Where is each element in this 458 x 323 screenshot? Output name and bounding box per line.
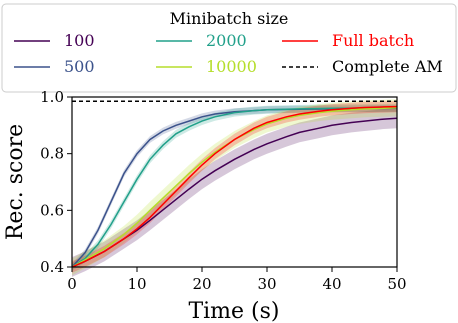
x-tick-label: 0 bbox=[67, 275, 77, 293]
legend-entry-4: Full batch bbox=[282, 31, 414, 50]
legend-title: Minibatch size bbox=[170, 9, 289, 28]
confidence-bands bbox=[72, 99, 397, 277]
legend-frame bbox=[1, 3, 457, 93]
legend-entry-1: 500 bbox=[14, 57, 95, 76]
plot-area: 0 10 20 30 40 50 0.4 0.6 0.8 1.0 bbox=[40, 88, 406, 293]
legend-label: 100 bbox=[64, 31, 95, 50]
series-4-line bbox=[71, 105, 398, 268]
legend-label: Full batch bbox=[332, 31, 414, 50]
legend-entry-2: 2000 bbox=[156, 31, 247, 50]
plot-frame bbox=[71, 96, 398, 268]
x-tick-label: 30 bbox=[257, 275, 276, 293]
y-tick-label: 0.6 bbox=[40, 201, 64, 219]
x-tick-label: 50 bbox=[387, 275, 406, 293]
legend-label: 10000 bbox=[206, 57, 257, 76]
y-axis-title: Rec. score bbox=[3, 124, 28, 240]
legend-entry-3: 10000 bbox=[156, 57, 257, 76]
series-3-band bbox=[72, 99, 397, 276]
series-4-band bbox=[72, 101, 397, 273]
legend-label: 2000 bbox=[206, 31, 247, 50]
x-axis-title: Time (s) bbox=[188, 299, 279, 323]
legend-entry-5: Complete AM bbox=[282, 57, 443, 76]
legend: Minibatch size 100 500 2000 10000 Full batch… bbox=[1, 3, 457, 93]
y-tick-label: 0.4 bbox=[40, 258, 64, 276]
series-2-line bbox=[71, 107, 398, 268]
x-axis-ticks: 0 10 20 30 40 50 bbox=[67, 267, 407, 293]
series-0-band bbox=[72, 108, 397, 277]
y-tick-label: 1.0 bbox=[40, 88, 64, 106]
y-axis-ticks: 0.4 0.6 0.8 1.0 bbox=[40, 88, 72, 276]
legend-entries: 100 500 2000 10000 Full batch Complete AM bbox=[14, 31, 443, 76]
legend-label: Complete AM bbox=[332, 57, 443, 76]
x-tick-label: 40 bbox=[322, 275, 341, 293]
legend-entry-0: 100 bbox=[14, 31, 95, 50]
y-tick-label: 0.8 bbox=[40, 145, 64, 163]
x-tick-label: 20 bbox=[192, 275, 211, 293]
series-lines bbox=[71, 100, 398, 268]
x-tick-label: 10 bbox=[127, 275, 146, 293]
legend-label: 500 bbox=[64, 57, 95, 76]
